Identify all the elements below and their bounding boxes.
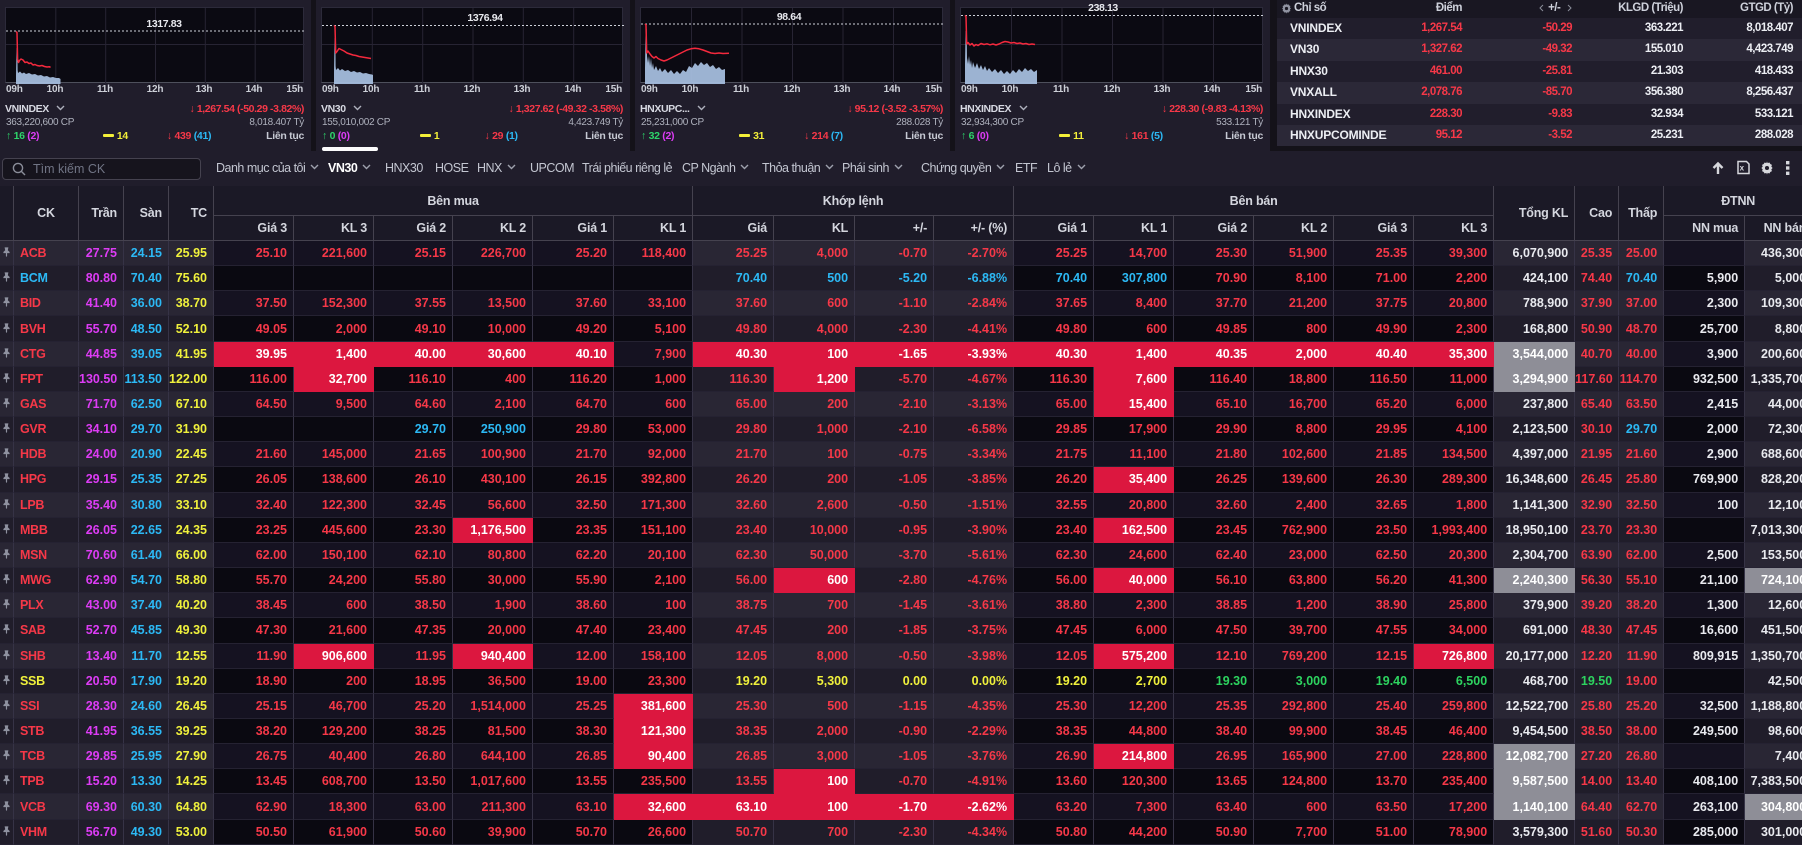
svg-text:x: x <box>1740 164 1745 173</box>
